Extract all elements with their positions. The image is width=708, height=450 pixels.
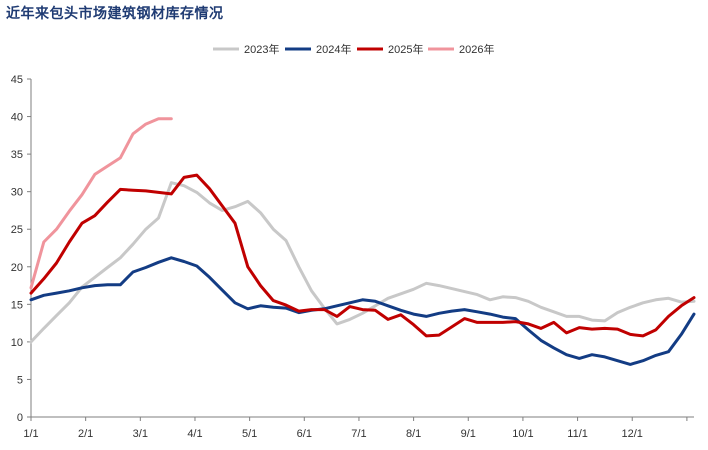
y-tick-label: 5 bbox=[17, 374, 23, 386]
legend-label: 2024年 bbox=[316, 42, 351, 56]
x-tick-label: 6/1 bbox=[297, 428, 312, 440]
x-tick-label: 4/1 bbox=[187, 428, 202, 440]
x-tick-label: 3/1 bbox=[133, 428, 148, 440]
x-tick-label: 7/1 bbox=[351, 428, 366, 440]
y-tick-label: 30 bbox=[11, 187, 23, 199]
y-tick-label: 40 bbox=[11, 112, 23, 124]
y-tick-label: 10 bbox=[11, 337, 23, 349]
y-tick-label: 35 bbox=[11, 149, 23, 161]
legend-label: 2026年 bbox=[459, 42, 494, 56]
x-tick-label: 2/1 bbox=[78, 428, 93, 440]
y-tick-label: 45 bbox=[11, 74, 23, 86]
series-line-2026年 bbox=[29, 117, 173, 290]
y-tick-label: 15 bbox=[11, 299, 23, 311]
series-line-2023年 bbox=[29, 181, 696, 344]
chart-title: 近年来包头市场建筑钢材库存情况 bbox=[6, 6, 224, 22]
series-line-2024年 bbox=[29, 256, 696, 366]
legend: 2023年 2024年 2025年 2026年 bbox=[213, 42, 494, 56]
series-lines bbox=[29, 117, 696, 366]
x-tick-label: 12/1 bbox=[622, 428, 643, 440]
x-tick-label: 10/1 bbox=[512, 428, 533, 440]
y-tick-label: 0 bbox=[17, 412, 23, 424]
legend-label: 2023年 bbox=[244, 42, 279, 56]
axes: 0 5 10 15 20 25 30 35 40 45 1/1 2/1 3/1 4/1 5/1 6/1 7/1 8… bbox=[11, 74, 694, 440]
x-tick-label: 9/1 bbox=[461, 428, 476, 440]
legend-label: 2025年 bbox=[388, 42, 423, 56]
y-tick-label: 20 bbox=[11, 262, 23, 274]
x-tick-label: 8/1 bbox=[406, 428, 421, 440]
y-tick-label: 25 bbox=[11, 224, 23, 236]
x-tick-label: 1/1 bbox=[23, 428, 38, 440]
series-line-2025年 bbox=[29, 173, 696, 338]
x-tick-label: 5/1 bbox=[242, 428, 257, 440]
x-tick-label: 11/1 bbox=[567, 428, 588, 440]
